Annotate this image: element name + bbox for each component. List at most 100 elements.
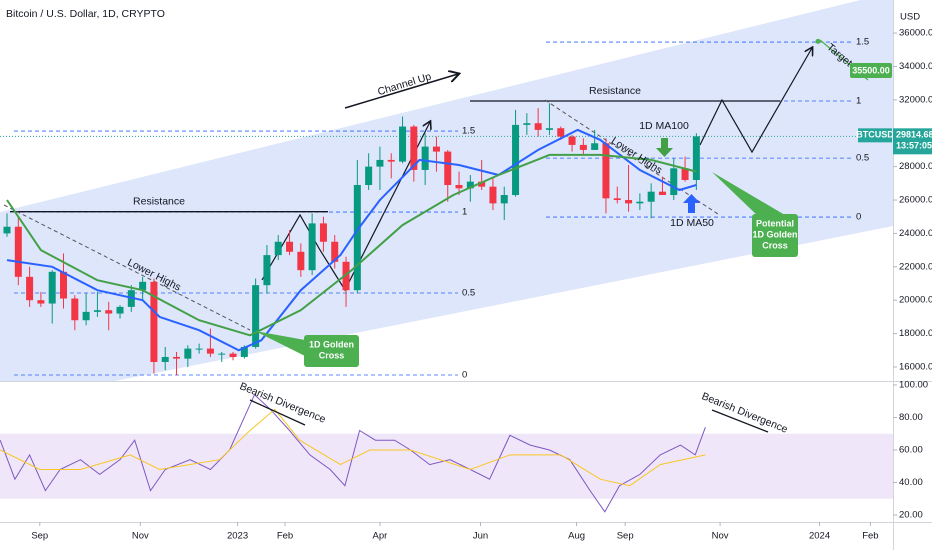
candle-body: [184, 348, 192, 359]
x-tick-label: Feb: [277, 531, 293, 542]
x-tick-label: 2023: [227, 531, 248, 542]
candle-body: [93, 310, 101, 312]
candle-body: [500, 195, 508, 204]
resistance-label: Resistance: [133, 195, 185, 207]
last-price-box: [858, 128, 892, 143]
candle-body: [116, 306, 124, 314]
target-price: 35500.00: [852, 65, 890, 75]
candle-body: [240, 346, 248, 357]
ma-arrow: [656, 138, 673, 157]
candle-body: [229, 353, 237, 357]
chart-title: Bitcoin / U.S. Dollar, 1D, CRYPTO: [6, 8, 165, 20]
candle-body: [681, 168, 689, 180]
y-tick-label: 26000.00: [899, 195, 932, 206]
candle-body: [466, 181, 474, 189]
annotation: Bearish Divergence: [700, 390, 790, 436]
x-tick-label: Jun: [473, 531, 488, 542]
resistance-label: Resistance: [589, 85, 641, 97]
candle-body: [14, 226, 22, 277]
candle-body: [82, 311, 90, 321]
y-tick-label: 40.00: [899, 477, 923, 488]
y-tick-label: 80.00: [899, 412, 923, 423]
annotation: Channel Up: [376, 71, 433, 99]
callout-box: [752, 214, 798, 257]
candle-body: [444, 151, 452, 185]
candle-body: [647, 191, 655, 202]
y-tick-label: 16000.00: [899, 361, 932, 372]
candle-body: [478, 181, 486, 187]
candle-body: [432, 146, 440, 152]
candle-body: [523, 123, 531, 125]
ma-label: 1D MA100: [639, 120, 689, 132]
candle-body: [489, 186, 497, 204]
candle-body: [150, 281, 158, 362]
candle-body: [579, 144, 587, 150]
currency: USD: [900, 12, 920, 23]
candle-body: [218, 353, 226, 355]
candle-body: [534, 123, 542, 130]
candle-body: [161, 356, 169, 362]
candle-body: [692, 136, 700, 180]
candle-body: [252, 285, 260, 347]
candle-body: [591, 143, 599, 150]
candle-body: [365, 166, 373, 185]
y-tick-label: 20000.00: [899, 295, 932, 306]
y-tick-label: 28000.00: [899, 161, 932, 172]
line-series: [0, 408, 706, 487]
candle-body: [139, 281, 147, 291]
candle-body: [48, 271, 56, 304]
fib-label: 0: [462, 370, 467, 381]
candle-body: [636, 201, 644, 204]
fib-label: 0: [856, 212, 861, 223]
projection: [261, 122, 430, 292]
candle-body: [37, 300, 45, 304]
candle-body: [71, 298, 79, 321]
last-price-box: [893, 128, 932, 155]
candle-body: [455, 184, 463, 189]
candle-body: [557, 128, 565, 137]
candle-body: [263, 255, 271, 286]
rsi-band: [0, 433, 893, 499]
channel-arrow: [344, 74, 458, 109]
candle-body: [658, 191, 666, 196]
callout-text: Cross: [762, 240, 788, 250]
channel-band: [0, 0, 893, 382]
x-tick-label: Sep: [31, 531, 48, 542]
countdown: 13:57:05: [896, 141, 932, 151]
divergence-line: [711, 409, 769, 433]
fib-label: 0.5: [856, 153, 869, 164]
fib-label: 1: [856, 96, 861, 107]
candle-body: [602, 143, 610, 199]
callout-box: [304, 335, 359, 367]
y-tick-label: 100.00: [899, 379, 928, 390]
candle-body: [568, 136, 576, 145]
candle-body: [331, 241, 339, 262]
candle-body: [297, 251, 305, 271]
candle-body: [286, 241, 294, 252]
target-point: [815, 38, 821, 44]
candle-body: [3, 226, 11, 234]
candle-body: [319, 223, 327, 242]
line-series: [0, 393, 706, 513]
callout-text: Potential: [756, 218, 794, 228]
y-tick-label: 24000.00: [899, 228, 932, 239]
divergence-line: [249, 399, 306, 426]
ma-label: 1D MA50: [670, 217, 714, 229]
fib-label: 1.5: [462, 126, 475, 137]
x-tick-label: 2024: [809, 531, 830, 542]
fib-label: 1: [462, 207, 467, 218]
candle-body: [625, 200, 633, 204]
fib-label: 1.5: [856, 37, 869, 48]
y-tick-label: 36000.00: [899, 28, 932, 39]
x-tick-label: Aug: [568, 531, 585, 542]
y-tick-label: 22000.00: [899, 261, 932, 272]
x-tick-label: Nov: [712, 531, 729, 542]
callout-text: Cross: [319, 350, 345, 360]
ma-arrow: [683, 194, 700, 213]
candle-body: [376, 159, 384, 167]
x-tick-label: Apr: [373, 531, 388, 542]
candle-body: [512, 124, 520, 196]
trend-line: [3, 204, 251, 331]
